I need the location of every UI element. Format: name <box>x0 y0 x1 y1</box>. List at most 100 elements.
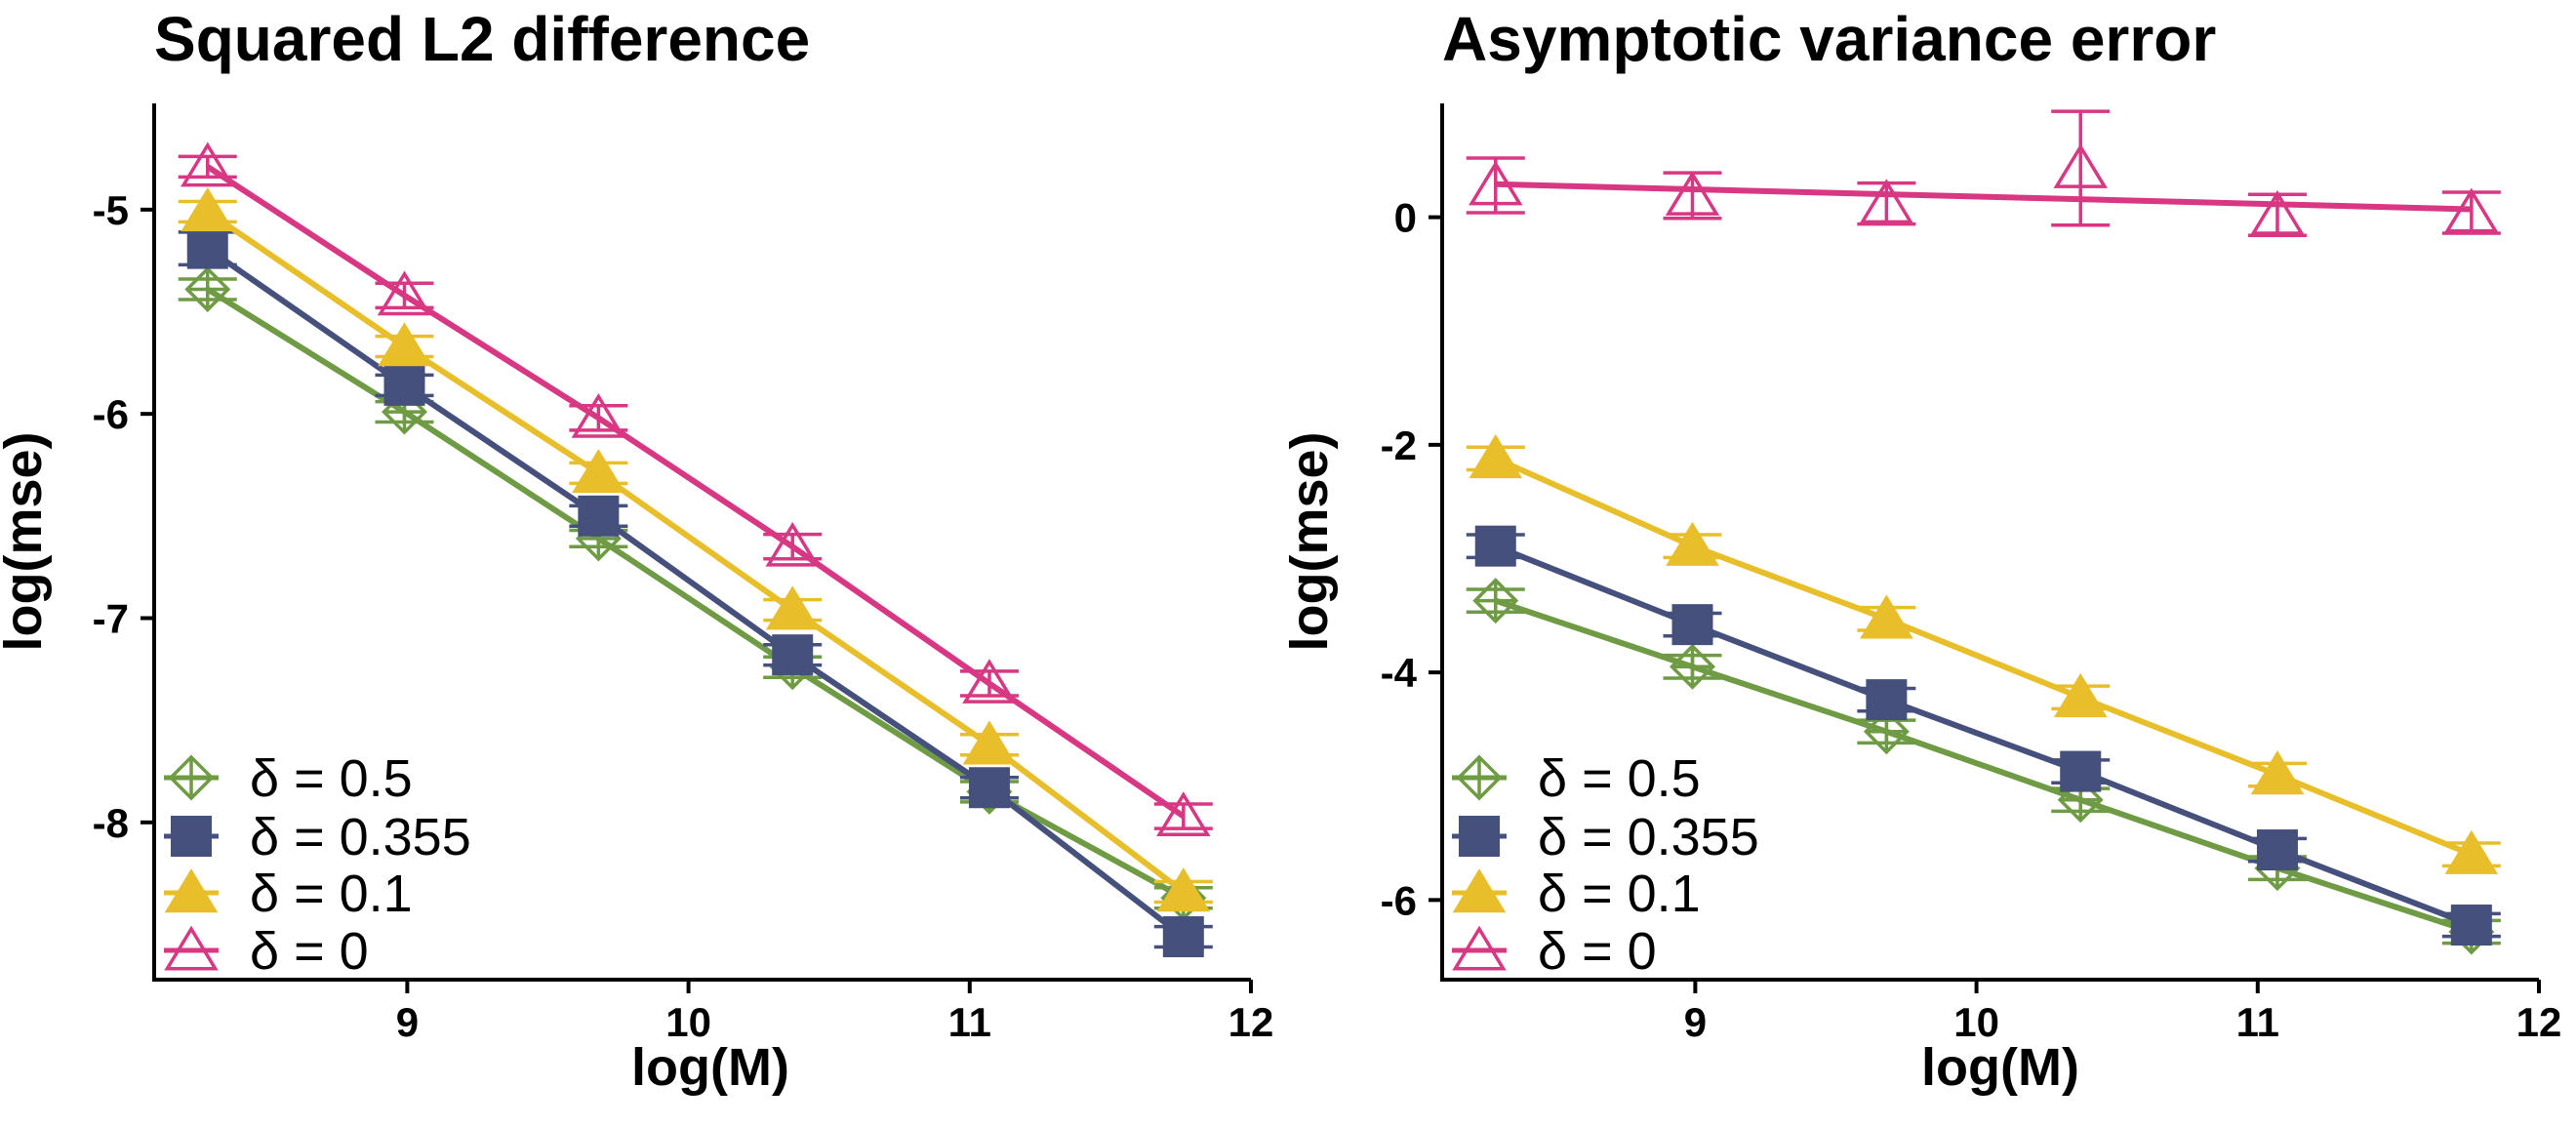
point-marker <box>765 521 820 567</box>
point-marker <box>2444 829 2499 874</box>
legend-value: = 0 <box>1582 922 1657 981</box>
legend-item: δ = 0 <box>164 922 369 981</box>
data-point <box>1466 156 1525 215</box>
point-marker <box>578 495 620 537</box>
point-marker <box>378 322 431 367</box>
legend-symbol: δ <box>250 865 294 923</box>
data-point <box>1466 525 1525 567</box>
y-tick-label: 0 <box>1394 195 1417 241</box>
series-square <box>1466 525 2501 946</box>
legend-label: δ = 0.355 <box>1538 808 1759 866</box>
chart-panel-2: Asymptotic variance error 9 10 11 12 -6 -4 -2 0 l… <box>1280 4 2561 1097</box>
legend-item: δ = 0.1 <box>1452 865 1701 923</box>
point-marker <box>1666 521 1719 566</box>
legend-value: = 0.5 <box>1582 749 1701 808</box>
legend-item: δ = 0.355 <box>164 808 471 866</box>
x-tick-label: 9 <box>396 999 419 1045</box>
legend-label: δ = 0 <box>250 922 369 981</box>
data-point <box>569 392 628 438</box>
point-marker <box>181 187 235 232</box>
y-tick-label: -5 <box>93 187 129 233</box>
chart-title: Squared L2 difference <box>154 4 810 74</box>
data-point <box>1857 594 1916 639</box>
x-axis-title: log(M) <box>1921 1038 2079 1097</box>
legend-label: δ = 0.5 <box>1538 749 1701 808</box>
legend-symbol: δ <box>250 808 294 866</box>
data-point <box>1153 916 1213 958</box>
legend-value: = 0.1 <box>294 865 413 923</box>
y-tick-label: -8 <box>93 800 129 846</box>
legend-label: δ = 0.1 <box>250 865 413 923</box>
point-marker <box>2450 905 2492 946</box>
legend-item: δ = 0.355 <box>1452 808 1759 866</box>
data-point <box>1663 171 1722 221</box>
data-point <box>178 141 237 187</box>
data-point <box>763 585 823 630</box>
series-line <box>206 164 1186 820</box>
series-square <box>178 227 1213 958</box>
legend-marker <box>164 925 219 971</box>
point-marker <box>1866 679 1908 721</box>
data-point <box>375 322 434 367</box>
data-point <box>375 270 434 316</box>
x-tick-label: 11 <box>2236 999 2279 1045</box>
point-marker <box>1665 171 1720 216</box>
series-triangle-open <box>178 141 1213 836</box>
data-point <box>1153 791 1213 836</box>
data-point <box>2051 750 2111 792</box>
x-tick-label: 12 <box>2516 999 2562 1045</box>
y-tick-label: -4 <box>1381 650 1418 696</box>
point-marker <box>765 585 820 630</box>
legend-symbol: δ <box>250 749 294 808</box>
x-tick-label: 12 <box>1228 999 1274 1045</box>
data-point <box>959 659 1019 704</box>
point-marker <box>968 767 1010 809</box>
series-line <box>1494 456 2473 858</box>
point-marker <box>962 659 1017 704</box>
point-marker <box>1472 578 1519 624</box>
point-marker <box>572 448 625 494</box>
data-point <box>763 634 823 676</box>
chart-title: Asymptotic variance error <box>1442 4 2216 74</box>
point-marker <box>571 392 626 438</box>
data-point <box>2441 905 2501 946</box>
y-axis-title: log(mse) <box>1280 431 1339 651</box>
legend-item: δ = 0.5 <box>164 749 413 808</box>
data-point <box>1663 521 1722 566</box>
series-triangle-filled <box>1466 433 2501 874</box>
series-triangle-filled <box>178 187 1213 912</box>
point-marker <box>1670 643 1715 690</box>
point-marker <box>1859 179 1914 224</box>
data-point <box>1153 867 1213 912</box>
legend-item: δ = 0.5 <box>1452 749 1701 808</box>
data-point <box>2051 109 2111 227</box>
legend-item: δ = 0 <box>1452 922 1657 981</box>
legend-marker <box>1459 816 1500 857</box>
point-marker <box>2053 672 2108 717</box>
y-tick-label: -6 <box>1381 877 1417 923</box>
data-point <box>2441 187 2501 235</box>
point-marker <box>1474 525 1516 567</box>
data-point <box>1466 433 1525 479</box>
legend-marker <box>168 754 215 801</box>
data-point <box>2247 189 2307 238</box>
data-point <box>959 720 1019 765</box>
legend-symbol: δ <box>1538 749 1582 808</box>
legend-value: = 0.355 <box>1582 808 1759 866</box>
data-point <box>2247 829 2307 871</box>
point-marker <box>2444 187 2499 233</box>
y-axis-title: log(mse) <box>0 431 53 651</box>
data-point <box>569 448 628 494</box>
legend-marker <box>1452 868 1507 913</box>
point-marker <box>181 141 235 187</box>
legend-item: δ = 0.1 <box>164 865 413 923</box>
point-marker <box>2060 750 2102 792</box>
data-point <box>178 187 237 232</box>
legend-marker <box>1452 925 1507 971</box>
legend-label: δ = 0.5 <box>250 749 413 808</box>
point-marker <box>1671 604 1713 646</box>
legend-symbol: δ <box>1538 865 1582 923</box>
point-marker <box>377 270 432 316</box>
